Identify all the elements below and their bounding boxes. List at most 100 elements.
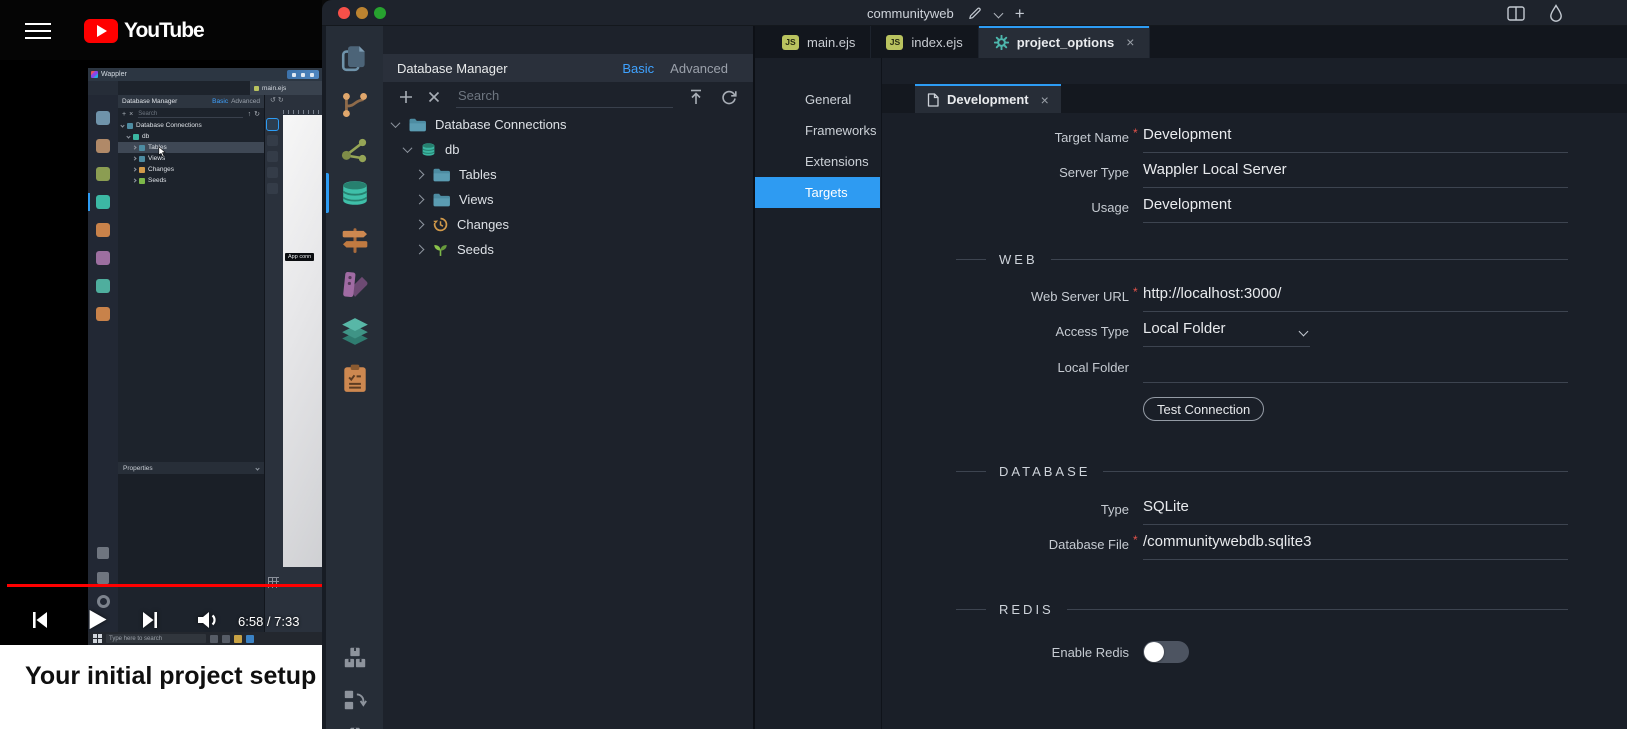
nav-item-frameworks[interactable]: Frameworks [805,123,877,138]
tree-item-changes[interactable]: Changes [383,212,753,237]
enable-redis-toggle[interactable] [1143,641,1189,663]
video-progressbar[interactable] [7,584,322,587]
close-tab-icon[interactable]: × [1040,91,1049,108]
nav-item-extensions[interactable]: Extensions [805,154,869,169]
js-file-icon: JS [782,34,799,50]
web-server-url-input[interactable]: http://localhost:3000/ [1143,285,1568,312]
chevron-down-icon[interactable] [390,118,401,129]
mini-db-header: Database Manager Basic Advanced [118,95,264,108]
tree-item-seeds[interactable]: Seeds [383,237,753,262]
git-icon[interactable] [340,90,370,120]
nodes-icon[interactable] [340,135,370,165]
editor-tabbar: JS main.ejs JS index.ejs project_options… [755,26,1627,58]
selected-value: Local Folder [1143,320,1226,337]
clipboard-icon[interactable] [340,363,370,393]
mini-search: Search [138,111,243,118]
next-button[interactable] [138,608,162,632]
close-window-button[interactable] [338,7,350,19]
mini-properties-panel [118,474,264,586]
chevron-right-icon[interactable] [414,219,425,230]
tree-item-views[interactable]: Views [383,187,753,212]
field-label: Enable Redis [1051,644,1129,660]
test-connection-button[interactable]: Test Connection [1143,397,1265,421]
partial-bottom-icon[interactable] [342,725,368,729]
tree-item-database-connections[interactable]: Database Connections [383,112,753,137]
pages-icon[interactable] [340,43,370,73]
mini-git-icon [96,139,110,153]
search-input[interactable] [456,86,673,108]
minimize-window-button[interactable] [356,7,368,19]
usage-input[interactable]: Development [1143,196,1568,223]
video-frame-wappler-screenshot: Wappler main.ejs [88,68,322,645]
local-folder-input[interactable] [1143,356,1568,383]
zoom-window-button[interactable] [374,7,386,19]
previous-button[interactable] [28,608,52,632]
volume-icon[interactable] [196,609,222,631]
upload-icon[interactable] [689,89,703,105]
required-marker: * [1133,126,1138,140]
swatches-icon[interactable] [340,269,370,299]
database-icon [421,142,436,157]
target-tabbar: Development × [882,84,1627,113]
tab-development[interactable]: Development × [915,84,1061,113]
tree-item-db[interactable]: db [383,137,753,162]
deploy-icon[interactable] [342,687,368,713]
add-icon[interactable] [399,90,413,104]
edit-project-icon[interactable] [967,6,982,21]
menu-icon[interactable] [25,23,51,44]
chevron-down-icon[interactable] [402,143,413,154]
mini-tree-seeds: Seeds [118,175,264,186]
access-type-select[interactable]: Local Folder [1143,320,1310,347]
mini-wappler-logo-icon [91,71,98,78]
target-name-input[interactable]: Development [1143,126,1568,153]
mode-basic[interactable]: Basic [622,60,655,76]
layers-icon[interactable] [340,316,370,346]
play-button[interactable] [84,606,111,633]
field-row-target-name: Target Name * Development [882,119,1568,153]
video-player[interactable]: Wappler main.ejs [0,60,322,645]
db-type-input[interactable]: SQLite [1143,498,1568,525]
mini-advanced: Advanced [231,98,260,105]
mini-editor-area: ↺↻ App conn [265,95,322,632]
remove-icon[interactable] [428,91,440,103]
chevron-right-icon[interactable] [414,169,425,180]
tree-item-tables[interactable]: Tables [383,162,753,187]
chevron-right-icon[interactable] [414,194,425,205]
tab-main-ejs[interactable]: JS main.ejs [767,26,872,58]
mini-icon-sidebar [88,95,118,632]
required-marker: * [1133,285,1138,299]
mini-basic: Basic [212,98,229,105]
field-row-server-type: Server Type Wappler Local Server [882,154,1568,188]
close-tab-icon[interactable]: × [1126,34,1135,50]
server-type-input[interactable]: Wappler Local Server [1143,161,1568,188]
tree-label: Database Connections [435,117,567,132]
mini-database-icon [96,195,110,209]
database-manager-header: Database Manager Basic Advanced [383,54,753,82]
mini-app-icon [246,634,254,643]
field-label: Type [1100,502,1129,517]
youtube-logo[interactable]: YouTube [84,19,205,43]
mini-refresh-icon: ↻ [254,111,260,118]
mini-editor-tab: main.ejs [250,81,322,95]
mini-window-title: Wappler [101,71,127,78]
refresh-icon[interactable] [721,89,737,105]
tab-index-ejs[interactable]: JS index.ejs [871,26,979,58]
theme-droplet-icon[interactable] [1549,4,1563,22]
folder-icon [409,118,426,132]
mini-tree-db: db [118,131,264,142]
add-project-icon[interactable]: + [1014,3,1025,23]
database-icon[interactable] [340,178,370,208]
nav-item-general[interactable]: General [805,92,852,107]
project-name: communityweb [867,5,954,21]
chevron-down-icon[interactable] [993,8,1004,18]
nav-item-targets[interactable]: Targets [755,177,880,208]
mini-gear-icon [97,595,110,608]
tab-project-options[interactable]: project_options × [978,26,1151,58]
chevron-right-icon[interactable] [414,244,425,255]
section-title: REDIS [999,601,1054,617]
database-file-input[interactable]: /communitywebdb.sqlite3 [1143,533,1568,560]
mode-advanced[interactable]: Advanced [670,60,728,76]
packages-icon[interactable] [342,645,368,671]
signpost-icon[interactable] [340,225,370,255]
split-view-icon[interactable] [1507,6,1525,21]
